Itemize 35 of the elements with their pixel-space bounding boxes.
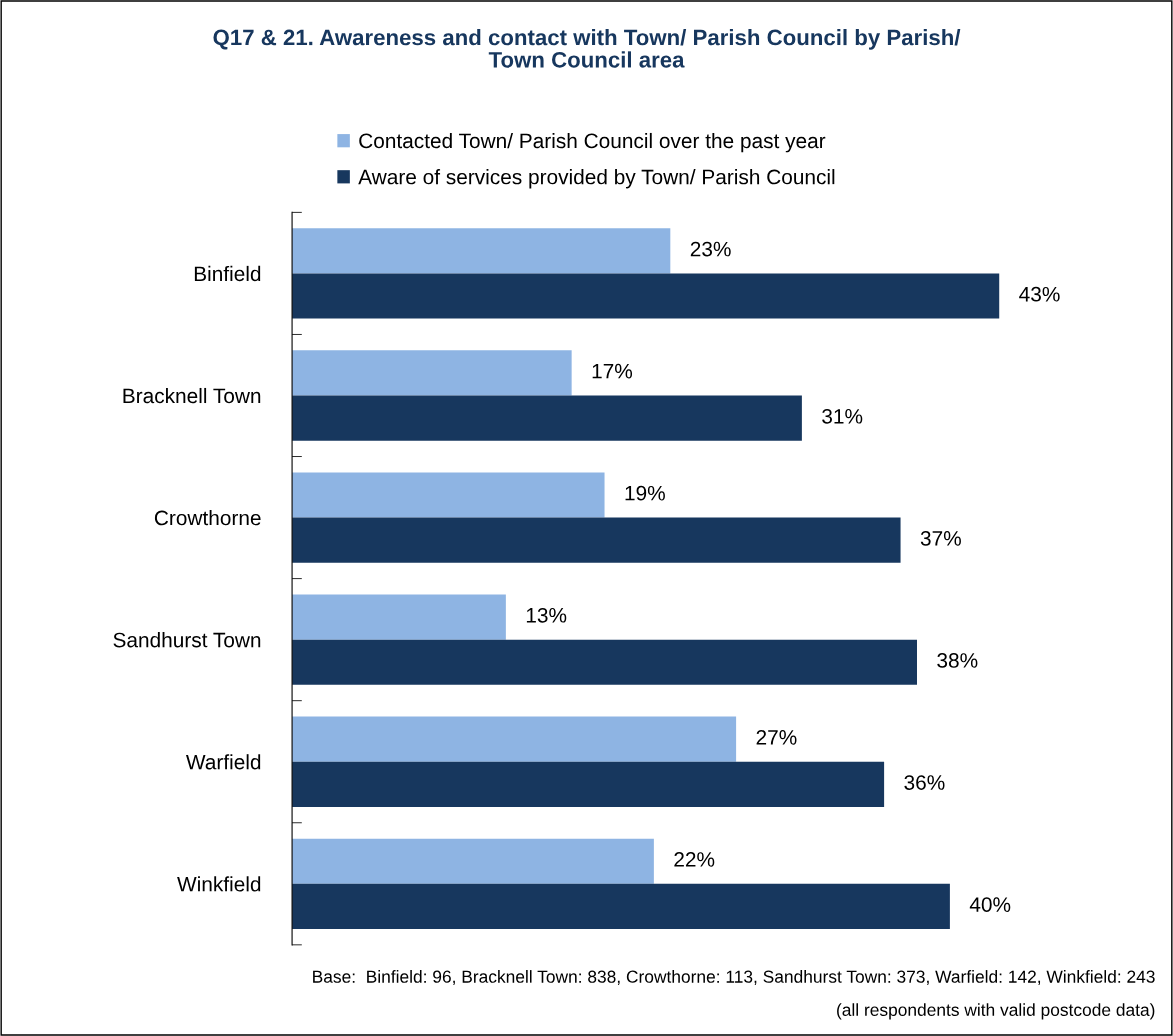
data-label: 38% xyxy=(937,653,978,668)
text: Base: Binfield: 96, Bracknell Town: 838, Crowthorne: 113, Sandhurst Town: 373, Warfield: 142, Winkfield: 243 xyxy=(313,970,1155,985)
bar xyxy=(292,883,950,929)
data-label: 17% xyxy=(592,363,633,379)
legend-label: Contacted Town/ Parish Council over the past year xyxy=(359,132,826,153)
bar xyxy=(292,639,917,685)
y-tick-label: Winkfield xyxy=(177,876,261,892)
data-label: 19% xyxy=(625,485,665,501)
y-tick-label: Crowthorne xyxy=(154,510,261,526)
y-tick-label: Sandhurst Town xyxy=(113,632,261,648)
bar xyxy=(292,761,885,807)
data-label: 36% xyxy=(904,775,945,790)
y-tick-label: Warfield xyxy=(185,754,261,770)
y-tick-label: Bracknell Town xyxy=(123,387,261,404)
data-label: 13% xyxy=(526,607,567,623)
chart-title: Q17 & 21. Awareness and contact with Town/ Parish Council by Parish/ Town Council area xyxy=(213,29,961,68)
data-label: 23% xyxy=(690,241,731,257)
legend-label: Aware of services provided by Town/ Parish Council xyxy=(358,169,835,189)
y-tick-label: Binfield xyxy=(194,265,261,282)
bar xyxy=(292,838,654,884)
bar xyxy=(292,716,737,762)
bar xyxy=(292,228,671,274)
text: (all respondents with valid postcode data) xyxy=(837,1003,1155,1020)
data-label: 37% xyxy=(920,530,961,546)
data-label: 22% xyxy=(674,852,715,867)
data-label: 31% xyxy=(822,408,863,424)
data-label: 43% xyxy=(1019,286,1060,302)
bar xyxy=(292,472,605,518)
bar xyxy=(292,517,901,563)
data-label: 40% xyxy=(969,897,1011,912)
bar xyxy=(292,395,802,441)
bar xyxy=(292,594,506,640)
bar xyxy=(292,350,572,396)
data-label: 27% xyxy=(756,729,797,745)
bar xyxy=(292,273,1000,319)
